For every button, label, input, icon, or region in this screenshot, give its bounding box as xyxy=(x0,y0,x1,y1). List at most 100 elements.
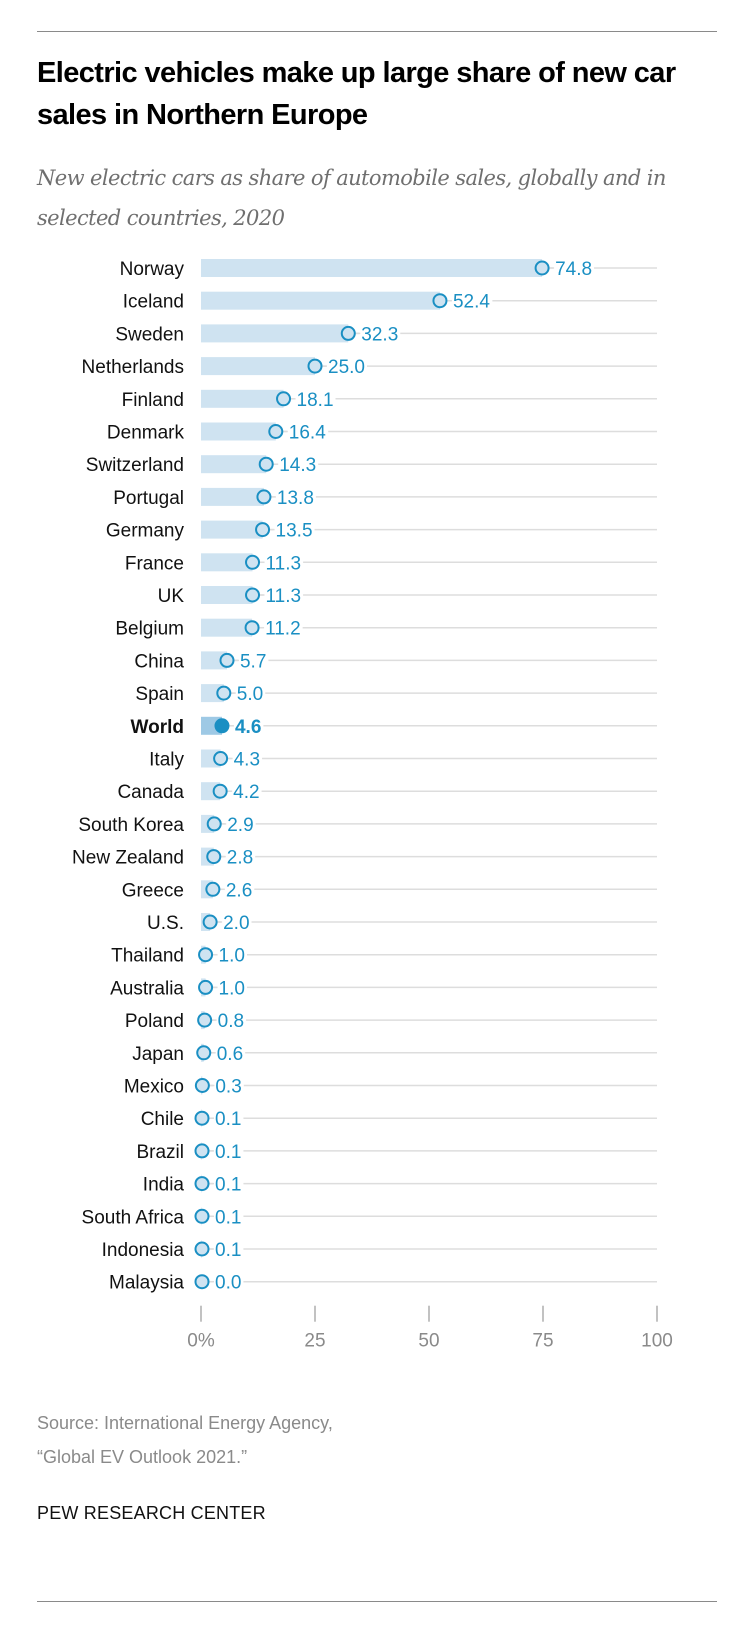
bar-row: Mexico 0.3 xyxy=(124,1076,657,1098)
category-label: Australia xyxy=(110,978,184,999)
bar-row: Japan 0.6 xyxy=(132,1043,657,1065)
value-label-background xyxy=(231,755,263,762)
x-tick-label: 25 xyxy=(304,1331,325,1352)
data-point xyxy=(202,914,218,930)
bar xyxy=(201,422,276,441)
x-tick-label: 0% xyxy=(187,1331,215,1352)
value-label: 0.1 xyxy=(215,1142,241,1163)
chart-subtitle: New electric cars as share of automobile… xyxy=(37,166,666,230)
bar xyxy=(201,324,349,343)
value-label-background xyxy=(213,1082,244,1089)
category-label: India xyxy=(143,1175,185,1196)
category-label: World xyxy=(131,717,184,738)
bottom-rule xyxy=(37,1601,717,1602)
bar xyxy=(201,487,264,506)
category-label: UK xyxy=(158,586,185,607)
value-label: 52.4 xyxy=(453,292,490,313)
value-label-background xyxy=(326,363,367,370)
bar-row: South Korea 2.9 xyxy=(78,814,657,836)
bar-row: Iceland 52.4 xyxy=(123,291,657,313)
value-label-background xyxy=(214,1049,246,1056)
category-label: Germany xyxy=(106,521,185,542)
category-label: Poland xyxy=(125,1011,184,1032)
value-label: 14.3 xyxy=(279,455,316,476)
category-label: Iceland xyxy=(123,292,184,313)
value-label: 2.8 xyxy=(227,848,253,869)
value-label-background xyxy=(263,592,304,598)
data-point xyxy=(256,489,272,505)
value-label: 32.3 xyxy=(361,324,398,345)
bar-row: Finland 18.1 xyxy=(122,389,657,411)
bar-row: Malaysia 0.0 xyxy=(109,1273,657,1294)
value-label: 11.3 xyxy=(266,586,302,607)
category-label: Netherlands xyxy=(82,357,184,378)
value-label: 1.0 xyxy=(219,946,245,967)
value-label-background xyxy=(213,1115,244,1122)
data-point xyxy=(244,620,260,636)
category-label: Brazil xyxy=(136,1142,184,1163)
bar xyxy=(201,455,267,474)
value-label: 2.6 xyxy=(226,880,252,901)
category-label: New Zealand xyxy=(72,848,184,869)
brand-logo-text: PEW RESEARCH CENTER xyxy=(37,1503,266,1523)
category-label: France xyxy=(125,553,184,574)
value-label-background xyxy=(274,493,316,500)
value-label-background xyxy=(450,297,493,304)
category-label: Japan xyxy=(132,1044,184,1065)
bar xyxy=(201,618,253,637)
category-label: Italy xyxy=(149,750,184,771)
bar-row: Chile 0.1 xyxy=(141,1109,657,1130)
data-point xyxy=(214,718,230,734)
data-point xyxy=(198,947,214,963)
value-label-background xyxy=(215,1017,247,1024)
data-point xyxy=(340,325,356,341)
bar-row: Thailand 1.0 xyxy=(111,945,657,967)
value-label-background xyxy=(216,984,247,991)
bar xyxy=(201,586,253,604)
bar-row: Canada 4.2 xyxy=(117,782,657,803)
value-label-background xyxy=(213,1147,244,1154)
data-point xyxy=(258,456,274,472)
data-point xyxy=(307,358,323,374)
bar-row: South Africa 0.1 xyxy=(82,1207,657,1228)
data-point xyxy=(245,587,261,603)
data-point xyxy=(213,751,229,766)
data-point xyxy=(534,260,550,276)
value-label: 13.8 xyxy=(277,488,314,509)
value-label: 0.1 xyxy=(215,1207,241,1228)
bar-row: Italy 4.3 xyxy=(149,749,657,771)
value-label: 0.6 xyxy=(217,1044,243,1065)
value-label: 1.0 xyxy=(219,978,245,999)
data-point xyxy=(268,424,284,439)
value-label: 5.7 xyxy=(240,651,266,672)
data-point xyxy=(245,554,261,570)
bar xyxy=(201,553,253,572)
data-point xyxy=(205,881,221,897)
value-label-background xyxy=(237,657,269,664)
category-label: Belgium xyxy=(115,619,184,640)
source-note: Source: International Energy Agency, “Gl… xyxy=(37,1406,333,1474)
value-label: 5.0 xyxy=(237,684,263,705)
value-label: 0.0 xyxy=(215,1273,241,1294)
data-point xyxy=(212,783,228,799)
value-label-background xyxy=(277,461,319,468)
source-line-2: “Global EV Outlook 2021.” xyxy=(37,1447,248,1467)
bar-row: Netherlands 25.0 xyxy=(82,357,657,378)
data-point xyxy=(276,391,292,407)
bar-row: UK 11.3 xyxy=(158,586,657,607)
bar xyxy=(201,357,315,376)
category-label: Canada xyxy=(117,782,184,803)
bar-row: Norway 74.8 xyxy=(120,259,657,280)
data-point xyxy=(194,1176,210,1192)
x-tick-label: 50 xyxy=(418,1331,439,1352)
x-tick-label: 100 xyxy=(641,1331,673,1352)
data-point xyxy=(194,1143,210,1159)
value-label: 25.0 xyxy=(328,357,365,378)
category-label: Greece xyxy=(122,880,184,901)
value-label-background xyxy=(294,395,336,402)
data-point xyxy=(194,1208,210,1224)
value-label-background xyxy=(263,559,304,566)
bar xyxy=(201,520,263,539)
category-label: Spain xyxy=(135,684,184,705)
